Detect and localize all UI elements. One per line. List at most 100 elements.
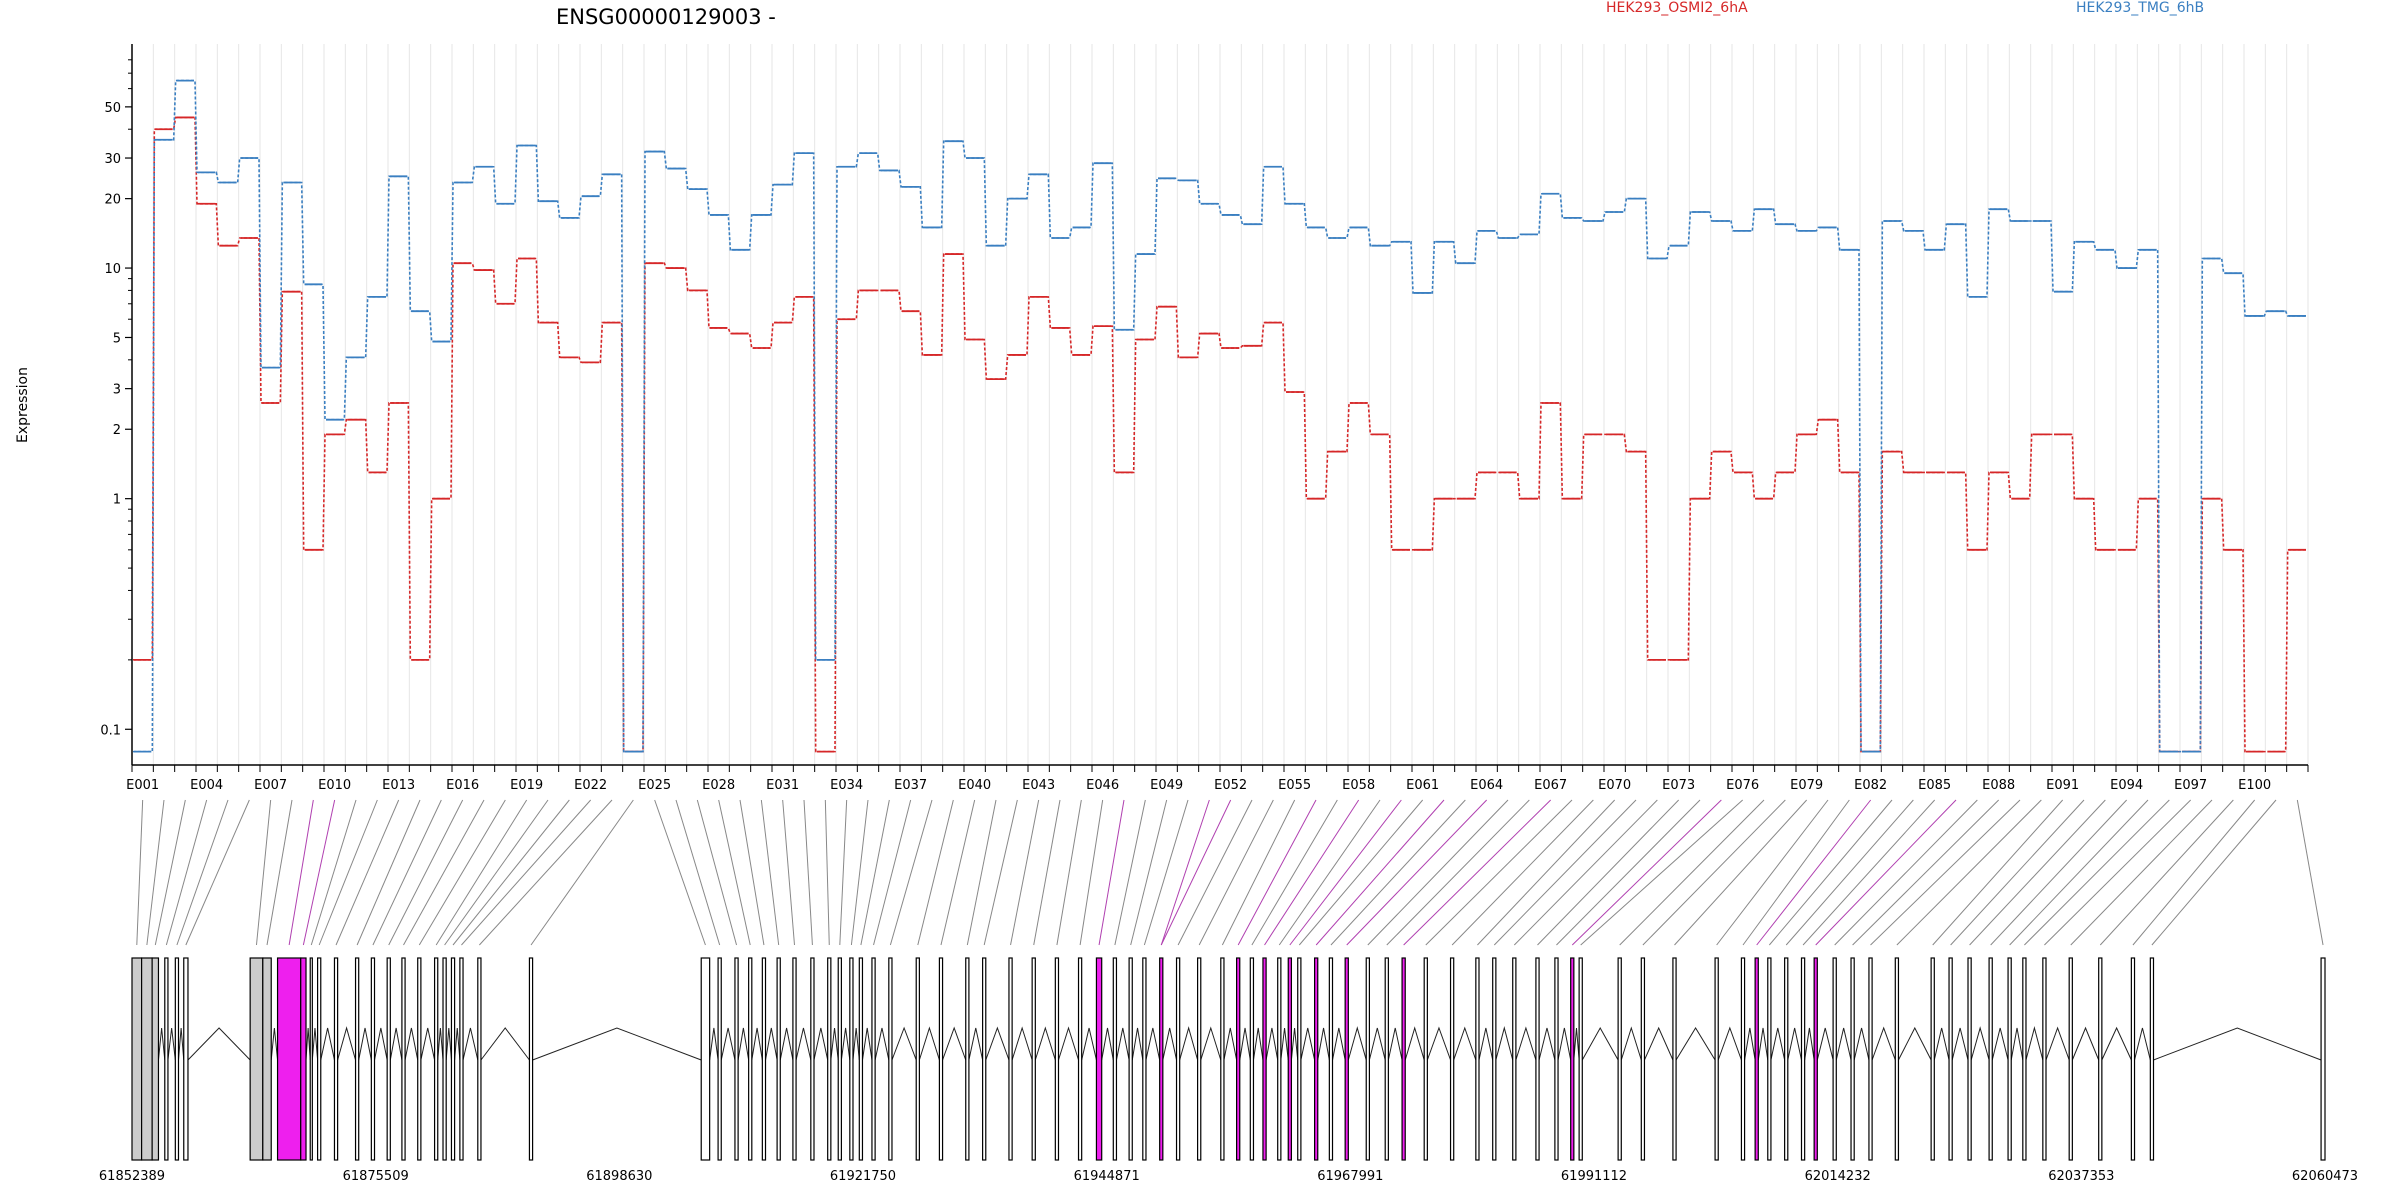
connector-line bbox=[388, 799, 464, 946]
connector-line bbox=[654, 799, 706, 946]
connector-line bbox=[461, 799, 592, 946]
connector-line bbox=[176, 799, 229, 946]
exon-label: E034 bbox=[830, 778, 863, 793]
exon-label: E052 bbox=[1214, 778, 1247, 793]
intron bbox=[1816, 1027, 1834, 1061]
intron bbox=[1239, 1027, 1251, 1061]
intron bbox=[389, 1027, 403, 1061]
exon-box bbox=[2320, 957, 2326, 1161]
intron bbox=[1332, 1027, 1346, 1061]
connector-line bbox=[136, 799, 144, 946]
intron bbox=[1770, 1027, 1786, 1061]
exon-box bbox=[1492, 957, 1497, 1161]
exon-box bbox=[1754, 957, 1759, 1161]
exon-box bbox=[164, 957, 169, 1161]
connector-line bbox=[1114, 799, 1146, 946]
series-line-0 bbox=[133, 116, 2307, 753]
intron bbox=[2010, 1027, 2024, 1061]
exon-box bbox=[1535, 957, 1540, 1161]
connector-line bbox=[1346, 799, 1488, 946]
intron bbox=[1426, 1026, 1452, 1061]
exon-box bbox=[1449, 957, 1455, 1161]
exon-box bbox=[1988, 957, 1993, 1161]
connector-line bbox=[1642, 799, 1786, 946]
exon-box bbox=[1967, 957, 1972, 1161]
intron bbox=[437, 1027, 444, 1061]
connector-line bbox=[803, 799, 813, 946]
exon-box bbox=[459, 957, 464, 1161]
intron bbox=[985, 1026, 1010, 1061]
intron bbox=[2134, 1027, 2151, 1061]
exon-box bbox=[2022, 957, 2027, 1161]
exon-box bbox=[1578, 957, 1583, 1161]
connector-line bbox=[1513, 799, 1658, 946]
exon-box bbox=[888, 957, 893, 1161]
coordinate-label: 61991112 bbox=[1561, 1169, 1627, 1184]
chart-title: ENSG00000129003 - bbox=[556, 5, 776, 29]
intron bbox=[1757, 1027, 1769, 1061]
exon-box bbox=[1401, 957, 1406, 1161]
y-tick-label: 30 bbox=[104, 152, 121, 167]
exon-box bbox=[810, 957, 815, 1161]
connector-line bbox=[1674, 799, 1808, 946]
intron bbox=[177, 1027, 185, 1061]
connector-line bbox=[1130, 799, 1168, 946]
intron bbox=[1581, 1026, 1619, 1061]
connector-line bbox=[1160, 799, 1210, 946]
exon-box bbox=[1554, 957, 1559, 1161]
exon-box bbox=[1297, 957, 1302, 1161]
intron bbox=[737, 1027, 750, 1061]
exon-box bbox=[915, 957, 920, 1161]
connector-line bbox=[1556, 799, 1701, 946]
intron bbox=[167, 1027, 176, 1061]
exon-box bbox=[2007, 957, 2012, 1161]
intron bbox=[1081, 1027, 1097, 1061]
intron bbox=[1317, 1027, 1330, 1061]
exon-box bbox=[938, 957, 944, 1161]
exon-label: E094 bbox=[2110, 778, 2143, 793]
connector-line bbox=[1330, 799, 1466, 946]
connector-line bbox=[2044, 799, 2192, 946]
exon-box bbox=[1617, 957, 1622, 1161]
connector-line bbox=[1056, 799, 1082, 946]
connector-line bbox=[839, 799, 848, 946]
exon-box bbox=[317, 957, 322, 1161]
connector-line bbox=[1278, 799, 1381, 946]
connector-line bbox=[1756, 799, 1872, 946]
coordinate-label: 61967991 bbox=[1317, 1169, 1383, 1184]
intron bbox=[1058, 1026, 1079, 1061]
exon-box bbox=[1054, 957, 1060, 1161]
exon-box bbox=[1570, 957, 1575, 1161]
connector-line bbox=[1834, 799, 1978, 946]
connector-line bbox=[739, 799, 765, 946]
intron bbox=[1265, 1027, 1279, 1061]
intron bbox=[779, 1027, 794, 1061]
intron bbox=[1347, 1026, 1367, 1061]
exon-label: E088 bbox=[1982, 778, 2015, 793]
connector-line bbox=[1768, 799, 1893, 946]
exon-label: E076 bbox=[1726, 778, 1759, 793]
intron bbox=[765, 1027, 778, 1061]
intron bbox=[1951, 1027, 1969, 1061]
connector-line bbox=[266, 799, 293, 946]
connector-line bbox=[1160, 799, 1232, 946]
connector-line bbox=[185, 799, 250, 946]
exon-label: E046 bbox=[1086, 778, 1119, 793]
intron bbox=[532, 1027, 702, 1061]
series-lines bbox=[133, 79, 2307, 753]
connector-line bbox=[165, 799, 208, 946]
exon-box bbox=[141, 957, 153, 1161]
connector-line bbox=[675, 799, 721, 946]
exon-box bbox=[1423, 957, 1428, 1161]
intron bbox=[795, 1027, 812, 1061]
y-tick-label: 2 bbox=[113, 423, 121, 438]
intron bbox=[1131, 1027, 1144, 1061]
exon-label: E085 bbox=[1918, 778, 1951, 793]
connector-line bbox=[1298, 799, 1424, 946]
exon-box bbox=[871, 957, 876, 1161]
exon-label: E037 bbox=[894, 778, 927, 793]
y-tick-label: 50 bbox=[104, 101, 121, 116]
exon-label: E025 bbox=[638, 778, 671, 793]
intron bbox=[1871, 1026, 1896, 1061]
exon-box bbox=[965, 957, 970, 1161]
